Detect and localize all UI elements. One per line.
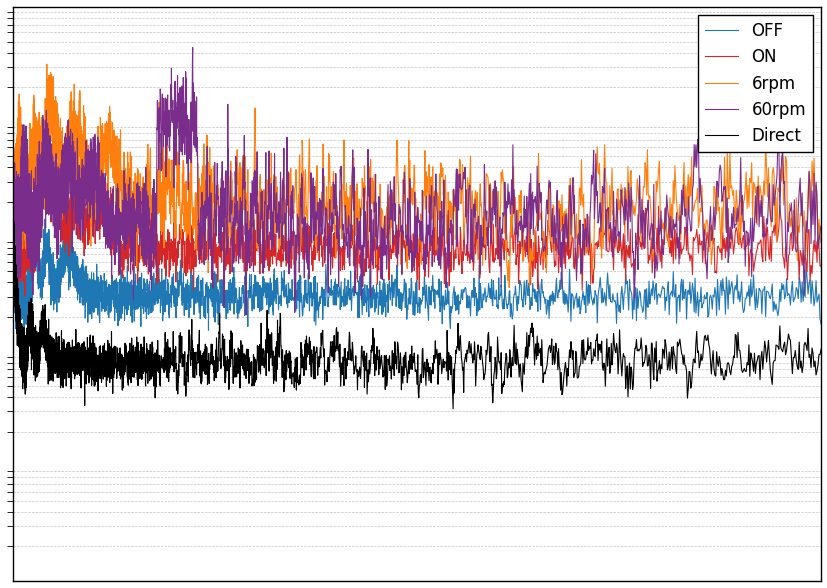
ON [38,135,48,142]
60rpm [73,179,83,186]
ON [98,202,108,209]
6rpm [173,185,183,192]
ON [74,193,84,200]
OFF [98,299,108,306]
60rpm [173,118,183,125]
OFF [74,272,84,279]
ON [23,240,33,248]
60rpm [241,312,251,319]
6rpm [504,284,514,291]
ON [275,240,284,248]
Line: 6rpm: 6rpm [12,64,820,288]
60rpm [11,233,21,240]
Legend: OFF, ON, 6rpm, 60rpm, Direct: OFF, ON, 6rpm, 60rpm, Direct [697,15,812,152]
Direct [173,379,183,386]
60rpm [98,191,108,198]
60rpm [7,229,17,236]
Line: ON: ON [12,138,820,296]
Direct [23,325,33,332]
Line: OFF: OFF [12,218,820,336]
Line: 60rpm: 60rpm [12,48,820,315]
Direct [815,346,825,353]
60rpm [815,222,825,229]
60rpm [275,220,284,227]
6rpm [74,129,84,136]
Direct [7,178,17,185]
OFF [23,305,33,312]
6rpm [275,221,284,228]
ON [174,238,184,245]
6rpm [815,239,825,246]
OFF [22,333,32,340]
OFF [30,214,40,221]
ON [11,230,21,237]
OFF [11,271,21,278]
Direct [7,209,17,216]
6rpm [98,153,108,160]
OFF [275,293,284,300]
6rpm [11,168,21,175]
ON [7,230,17,237]
OFF [815,320,825,328]
60rpm [23,205,33,212]
ON [20,292,30,299]
Direct [447,405,457,412]
Direct [11,285,21,292]
60rpm [188,44,198,51]
Line: Direct: Direct [12,182,820,409]
Direct [98,376,108,383]
ON [815,262,825,269]
OFF [7,289,17,296]
Direct [74,370,84,377]
6rpm [42,61,52,68]
Direct [275,323,284,330]
OFF [174,277,184,284]
6rpm [23,188,33,195]
6rpm [7,277,17,284]
